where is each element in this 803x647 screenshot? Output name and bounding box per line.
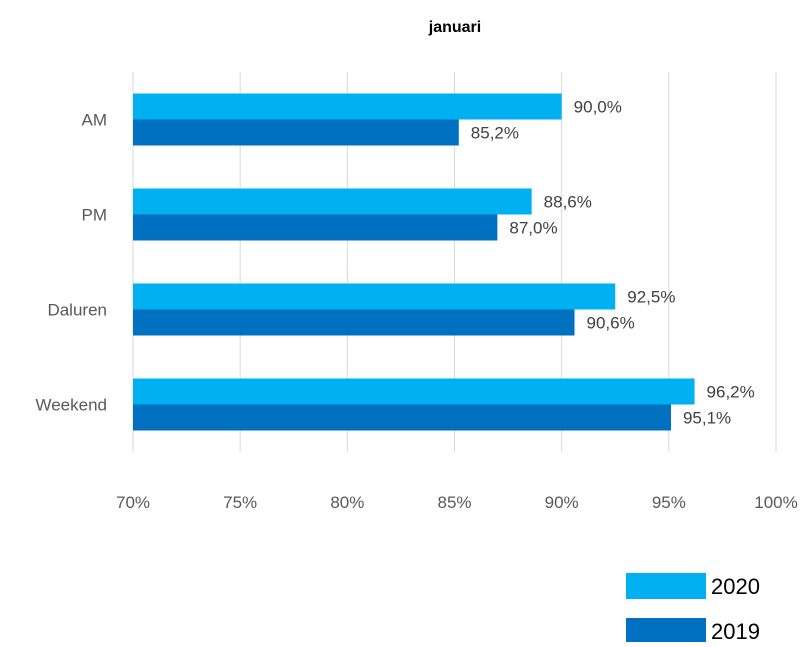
data-label: 90,0% <box>574 98 622 117</box>
x-tick-labels: 70% 75% 80% 85% 90% 95% 100% <box>116 493 798 512</box>
legend-label: 2019 <box>711 619 760 642</box>
bar-2019-weekend <box>133 404 671 431</box>
bar-2019-daluren <box>133 309 575 336</box>
bar-2019-pm <box>133 214 498 241</box>
x-tick-label: 80% <box>330 493 364 512</box>
category-label: Daluren <box>47 301 107 320</box>
category-label: PM <box>82 206 108 225</box>
data-label: 87,0% <box>509 219 557 238</box>
legend: 2020 2019 <box>626 573 760 644</box>
x-tick-label: 70% <box>116 493 150 512</box>
data-label: 88,6% <box>544 193 592 212</box>
x-tick-label: 90% <box>545 493 579 512</box>
data-label: 90,6% <box>587 314 635 333</box>
category-label: Weekend <box>35 396 107 415</box>
bar-2020-daluren <box>133 283 616 310</box>
bar-2020-am <box>133 93 562 120</box>
x-tick-label: 95% <box>652 493 686 512</box>
bar-2020-weekend <box>133 378 695 405</box>
data-labels: 90,0% 85,2% 88,6% 87,0% 92,5% 90,6% 96,2% 95,1% <box>471 98 755 428</box>
legend-swatch <box>626 618 706 644</box>
bar-2019-am <box>133 119 459 146</box>
data-label: 85,2% <box>471 124 519 143</box>
x-tick-label: 75% <box>223 493 257 512</box>
x-tick-label: 85% <box>437 493 471 512</box>
category-label: AM <box>82 111 108 130</box>
bars <box>133 93 695 431</box>
chart-title: januari <box>428 19 481 36</box>
bar-2020-pm <box>133 188 532 215</box>
x-tick-label: 100% <box>754 493 797 512</box>
category-labels: AM PM Daluren Weekend <box>35 111 107 415</box>
data-label: 95,1% <box>683 409 731 428</box>
legend-swatch <box>626 573 706 599</box>
data-label: 92,5% <box>627 288 675 307</box>
data-label: 96,2% <box>707 383 755 402</box>
legend-label: 2020 <box>711 574 760 599</box>
